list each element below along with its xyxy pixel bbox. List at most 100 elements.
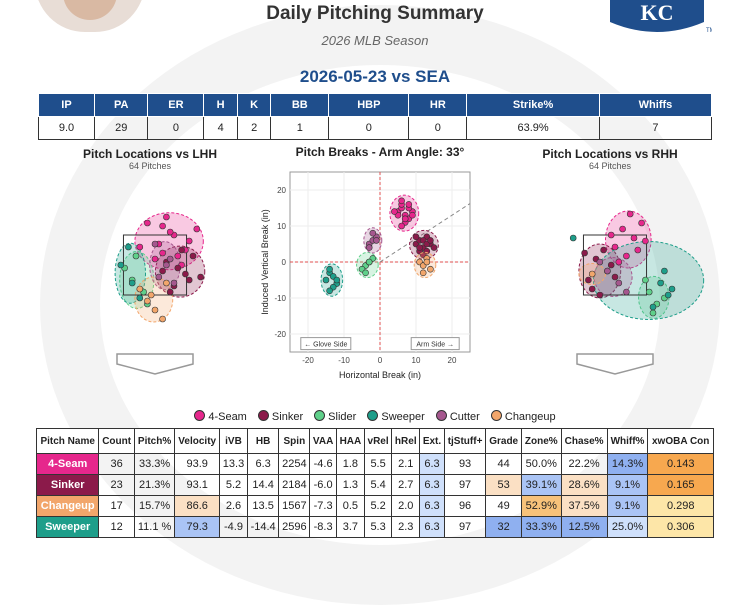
pitch-metric-cell: 33.3% — [133, 453, 176, 475]
pitch-metric-cell: 15.7% — [133, 495, 176, 517]
legend-label: Sweeper — [381, 411, 425, 423]
glove-side-box — [300, 337, 352, 351]
summary-header: PA — [93, 93, 149, 117]
pitch-metric-cell: 1567 — [278, 495, 311, 517]
legend-swatch — [490, 410, 502, 421]
pitch-metric-cell: 86.6 — [174, 495, 221, 517]
pitch-metric-cell: 52.9% — [520, 495, 562, 517]
location-point — [151, 240, 159, 248]
legend-swatch — [435, 410, 447, 421]
location-point — [189, 252, 197, 260]
summary-header-row: IP PA ER H K BB HBP HR Strike% Whiffs — [38, 93, 713, 117]
pitch-table-header: tjStuff+ — [443, 428, 487, 454]
pitch-name-cell: Changeup — [35, 495, 100, 517]
location-point — [166, 288, 174, 296]
legend-label: 4-Seam — [208, 411, 247, 423]
pitch-metric-cell: -8.3 — [309, 516, 337, 538]
home-plate — [116, 353, 194, 375]
pitch-metric-cell: 17 — [98, 495, 135, 517]
location-point — [159, 222, 166, 230]
location-point — [581, 249, 588, 257]
summary-header: Strike% — [466, 93, 600, 117]
summary-header: IP — [38, 93, 95, 117]
break-point — [391, 208, 398, 215]
break-point — [398, 197, 405, 205]
season-subtitle: 2026 MLB Season — [321, 33, 429, 48]
legend-swatch — [257, 410, 269, 421]
break-point — [430, 244, 438, 251]
summary-value: 0 — [147, 116, 205, 140]
pitch-metric-cell: 0.298 — [647, 495, 714, 517]
pitch-name-cell: 4-Seam — [35, 453, 100, 475]
summary-value: 1 — [270, 116, 330, 140]
pitch-metric-cell: 9.1% — [606, 495, 649, 517]
location-point — [638, 219, 645, 227]
location-point — [619, 225, 626, 233]
break-point — [333, 276, 341, 284]
pitch-table-row: Changeup 17 15.7% 86.6 2.6 13.5 1567 -7.3 0.5 5.2… — [35, 495, 714, 517]
pitch-metric-cell: 5.2 — [363, 495, 393, 517]
location-point — [174, 264, 182, 272]
pitch-metric-cell: 13.3 — [219, 453, 248, 475]
pitch-metric-cell: 0.165 — [647, 474, 714, 496]
location-point — [615, 258, 623, 266]
home-plate — [576, 353, 654, 375]
lhh-subtitle: 64 Pitches — [128, 161, 172, 171]
location-point — [178, 246, 185, 254]
legend-swatch — [367, 410, 379, 421]
x-tick-label: -20 — [302, 356, 314, 365]
pitch-metric-cell: 13.5 — [246, 495, 280, 517]
legend-swatch — [194, 410, 206, 421]
location-point — [657, 279, 664, 287]
pitch-metric-cell: 5.2 — [219, 474, 248, 496]
pitch-metric-cell: 6.3 — [419, 474, 445, 496]
y-tick-label: -20 — [274, 330, 286, 339]
break-point — [416, 244, 423, 251]
summary-header: ER — [147, 93, 205, 117]
break-point — [326, 287, 333, 295]
legend-label: Cutter — [449, 411, 480, 423]
pitch-table-row: 4-Seam 36 33.3% 93.9 13.3 6.3 2254 -4.6 1.8 5.5 2.… — [35, 453, 714, 475]
location-point — [623, 288, 630, 296]
summary-header: HR — [408, 93, 468, 117]
legend-item: Sinker — [257, 410, 303, 423]
break-point — [322, 276, 330, 284]
rhh-panel-header: Pitch Locations vs RHH 64 Pitches — [520, 147, 700, 171]
pitch-metric-cell: 93.1 — [174, 474, 221, 496]
break-point — [405, 201, 413, 208]
pitch-metric-cell: 2.6 — [219, 495, 248, 517]
summary-value-row: 9.0 29 0 4 2 1 0 0 63.9% 7 — [38, 116, 713, 140]
pitch-metric-cell: 44 — [485, 453, 522, 475]
arm-side-label: Arm Side → — [416, 342, 454, 349]
location-point — [185, 237, 193, 245]
break-point — [423, 258, 431, 266]
location-point — [170, 279, 178, 287]
legend-label: Slider — [328, 411, 357, 423]
pitch-metric-cell: 97 — [443, 474, 487, 496]
legend-label: Changeup — [504, 411, 556, 423]
team-logo: KC TM — [610, 0, 712, 34]
pitch-table-header-row: Pitch Name Count Pitch% Velocity iVB HB Spin VA… — [35, 428, 714, 454]
y-tick-label: 0 — [282, 258, 287, 267]
location-point — [128, 279, 136, 287]
legend-item: 4-Seam — [194, 410, 247, 423]
y-tick-label: 10 — [277, 222, 286, 231]
pitch-metric-cell: 36 — [98, 453, 135, 475]
location-point — [132, 252, 140, 260]
break-point — [412, 233, 420, 241]
pitch-metric-cell: 14.4 — [246, 474, 280, 496]
pitch-metric-cell: 6.3 — [419, 495, 445, 517]
pitch-name-cell: Sinker — [35, 474, 100, 496]
pitch-break-chart: Pitch Breaks - Arm Angle: 33° -20 -10 0 10 20… — [260, 145, 471, 380]
location-point — [174, 252, 182, 260]
location-point — [166, 255, 174, 263]
pitch-table-header: Whiff% — [606, 428, 649, 454]
pitch-metric-cell: 5.4 — [363, 474, 393, 496]
location-point — [596, 258, 604, 266]
location-point — [600, 246, 607, 254]
pitch-table-header: Count — [98, 428, 135, 454]
location-point — [588, 270, 596, 278]
pitch-table-header: hRel — [391, 428, 421, 454]
pitch-metric-cell: 2184 — [278, 474, 311, 496]
pitch-metric-cell: 5.5 — [363, 453, 393, 475]
